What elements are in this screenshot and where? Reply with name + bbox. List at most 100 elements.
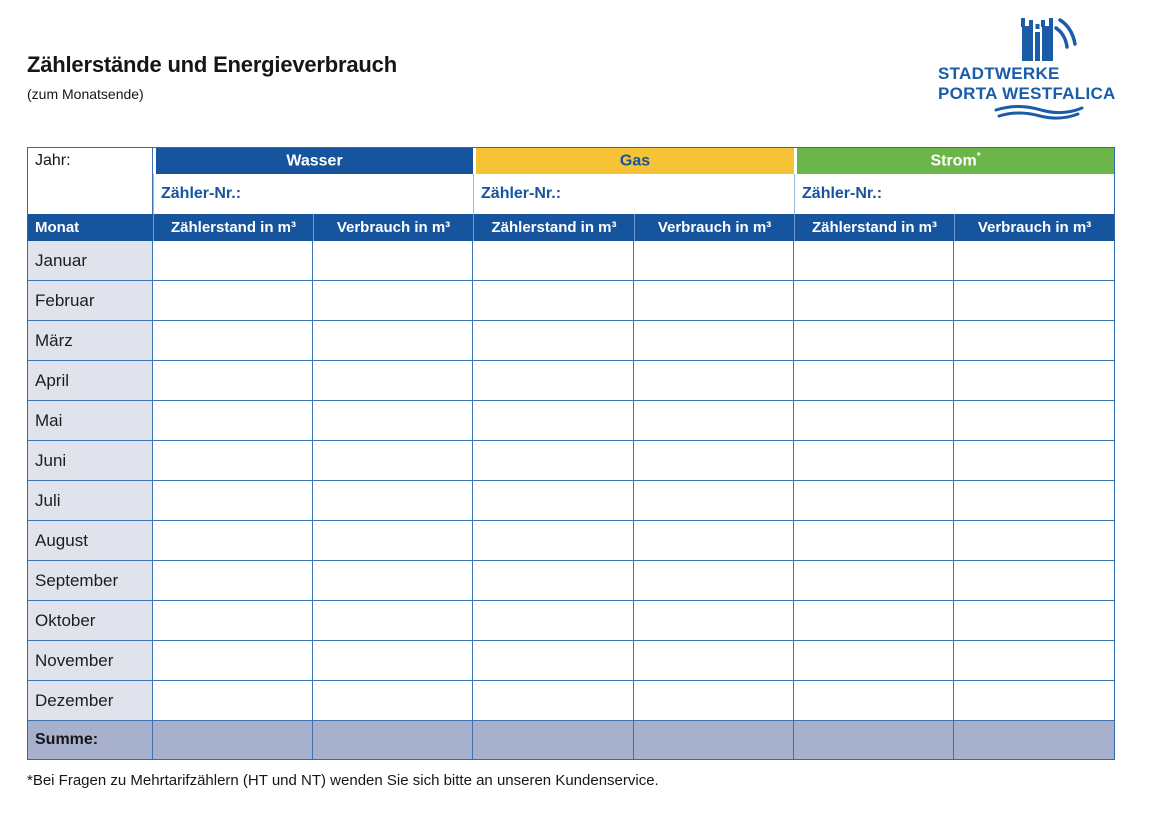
data-cell[interactable] — [794, 521, 955, 561]
data-cell[interactable] — [153, 481, 313, 521]
meter-number-cell-gas[interactable]: Zähler-Nr.: — [473, 174, 795, 214]
data-cell[interactable] — [313, 681, 474, 721]
data-cell[interactable] — [313, 561, 474, 601]
summary-cell[interactable] — [313, 721, 474, 759]
data-cell[interactable] — [313, 481, 474, 521]
data-cell[interactable] — [794, 561, 955, 601]
data-cell[interactable] — [794, 641, 955, 681]
data-cell[interactable] — [954, 481, 1115, 521]
data-cell[interactable] — [634, 281, 795, 321]
data-cell[interactable] — [313, 361, 474, 401]
section-header-strom: Strom* — [794, 148, 1115, 174]
table-row: August — [28, 521, 1115, 561]
summary-cell[interactable] — [794, 721, 955, 759]
data-cell[interactable] — [954, 401, 1115, 441]
data-cell[interactable] — [954, 601, 1115, 641]
page-title: Zählerstände und Energieverbrauch — [27, 52, 397, 77]
data-cell[interactable] — [794, 241, 955, 281]
data-cell[interactable] — [954, 641, 1115, 681]
meter-number-label: Zähler-Nr.: — [481, 185, 562, 202]
meter-number-cell-wasser[interactable]: Zähler-Nr.: — [153, 174, 474, 214]
data-cell[interactable] — [794, 681, 955, 721]
data-cell[interactable] — [153, 601, 313, 641]
data-cell[interactable] — [473, 321, 635, 361]
data-cell[interactable] — [473, 521, 635, 561]
data-cell[interactable] — [794, 361, 955, 401]
col-header-gas-verbrauch: Verbrauch in m³ — [634, 214, 795, 241]
data-cell[interactable] — [634, 601, 795, 641]
data-cell[interactable] — [153, 241, 313, 281]
data-cell[interactable] — [473, 401, 635, 441]
data-cell[interactable] — [954, 321, 1115, 361]
data-cell[interactable] — [473, 361, 635, 401]
year-cell[interactable]: Jahr: — [28, 148, 153, 214]
footnote: *Bei Fragen zu Mehrtarifzählern (HT und … — [27, 772, 659, 789]
data-cell[interactable] — [794, 281, 955, 321]
meter-number-label: Zähler-Nr.: — [161, 185, 242, 202]
data-cell[interactable] — [634, 401, 795, 441]
data-cell[interactable] — [473, 281, 635, 321]
data-cell[interactable] — [473, 601, 635, 641]
meter-number-cell-strom[interactable]: Zähler-Nr.: — [794, 174, 1115, 214]
data-cell[interactable] — [794, 321, 955, 361]
summary-cell[interactable] — [473, 721, 635, 759]
data-cell[interactable] — [634, 521, 795, 561]
data-cell[interactable] — [153, 361, 313, 401]
data-cell[interactable] — [794, 481, 955, 521]
data-cell[interactable] — [473, 481, 635, 521]
data-cell[interactable] — [153, 681, 313, 721]
data-cell[interactable] — [634, 481, 795, 521]
data-cell[interactable] — [954, 361, 1115, 401]
data-cell[interactable] — [954, 241, 1115, 281]
table-row: Dezember — [28, 681, 1115, 721]
month-label: Dezember — [28, 681, 153, 721]
data-cell[interactable] — [794, 441, 955, 481]
data-cell[interactable] — [313, 401, 474, 441]
table-row: Oktober — [28, 601, 1115, 641]
data-cell[interactable] — [634, 681, 795, 721]
section-header-wasser: Wasser — [153, 148, 474, 174]
page-subtitle: (zum Monatsende) — [27, 86, 144, 102]
data-cell[interactable] — [153, 281, 313, 321]
data-cell[interactable] — [153, 561, 313, 601]
data-cell[interactable] — [954, 521, 1115, 561]
data-cell[interactable] — [954, 681, 1115, 721]
data-cell[interactable] — [634, 641, 795, 681]
year-label: Jahr: — [35, 152, 71, 169]
data-cell[interactable] — [473, 641, 635, 681]
data-cell[interactable] — [313, 521, 474, 561]
summary-cell[interactable] — [634, 721, 795, 759]
summary-cell[interactable] — [153, 721, 313, 759]
data-cell[interactable] — [473, 561, 635, 601]
data-cell[interactable] — [634, 361, 795, 401]
data-cell[interactable] — [153, 521, 313, 561]
data-cell[interactable] — [313, 321, 474, 361]
data-cell[interactable] — [313, 601, 474, 641]
summary-cell[interactable] — [954, 721, 1115, 759]
month-label: November — [28, 641, 153, 681]
data-cell[interactable] — [954, 281, 1115, 321]
data-cell[interactable] — [634, 321, 795, 361]
data-cell[interactable] — [153, 321, 313, 361]
data-cell[interactable] — [794, 401, 955, 441]
data-cell[interactable] — [473, 441, 635, 481]
data-cell[interactable] — [153, 441, 313, 481]
meter-number-row: Zähler-Nr.: Zähler-Nr.: Zähler-Nr.: — [28, 174, 1115, 214]
logo-text: STADTWERKE PORTA WESTFALICA — [938, 64, 1123, 103]
data-cell[interactable] — [313, 281, 474, 321]
data-cell[interactable] — [313, 441, 474, 481]
data-cell[interactable] — [954, 441, 1115, 481]
data-cell[interactable] — [954, 561, 1115, 601]
data-cell[interactable] — [153, 641, 313, 681]
data-cell[interactable] — [794, 601, 955, 641]
data-cell[interactable] — [634, 441, 795, 481]
data-cell[interactable] — [153, 401, 313, 441]
data-cell[interactable] — [313, 241, 474, 281]
data-cell[interactable] — [634, 561, 795, 601]
data-cell[interactable] — [313, 641, 474, 681]
month-label: August — [28, 521, 153, 561]
data-cell[interactable] — [473, 241, 635, 281]
data-cell[interactable] — [634, 241, 795, 281]
data-cell[interactable] — [473, 681, 635, 721]
waves-icon — [994, 105, 1084, 120]
